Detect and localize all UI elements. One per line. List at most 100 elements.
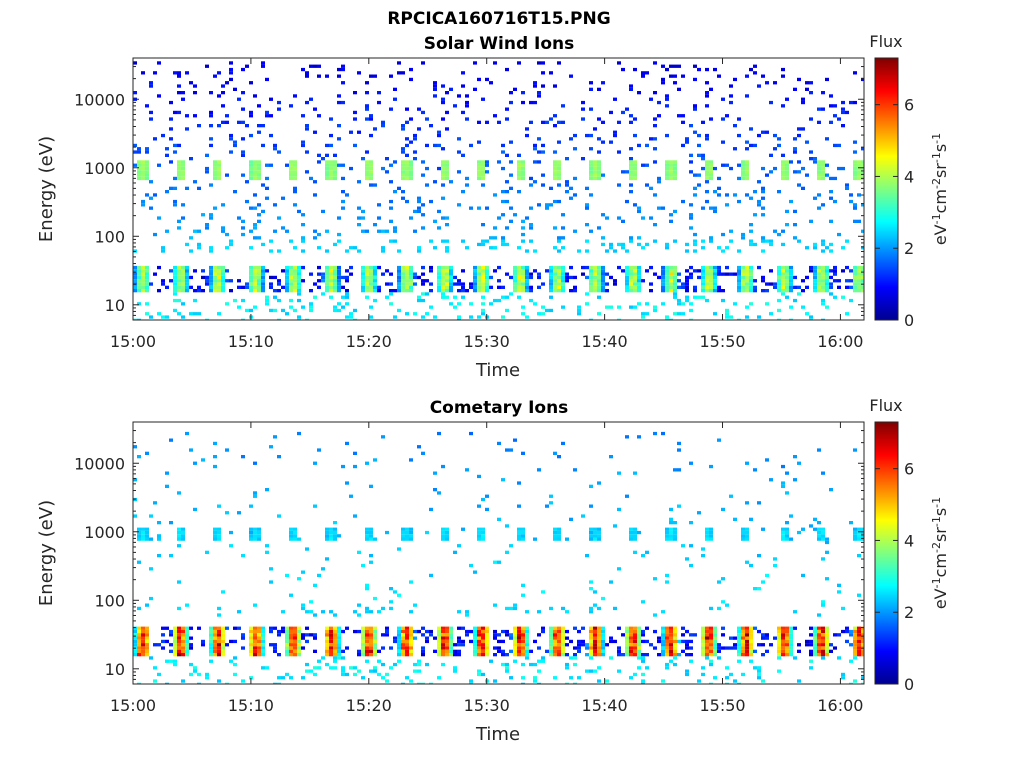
heatmap-cell xyxy=(505,153,509,157)
heatmap-cell xyxy=(153,137,157,141)
heatmap-cell xyxy=(821,643,825,647)
heatmap-cell xyxy=(861,279,864,283)
heatmap-cell xyxy=(209,213,213,217)
heatmap-cell xyxy=(689,308,693,313)
heatmap-cell xyxy=(449,285,453,289)
heatmap-cell xyxy=(669,517,673,521)
heatmap-cell xyxy=(673,285,677,289)
heatmap-cell xyxy=(745,636,749,640)
heatmap-cell xyxy=(657,275,661,280)
heatmap-cell xyxy=(701,295,705,299)
heatmap-cell xyxy=(453,295,457,299)
heatmap-cell xyxy=(461,84,465,88)
heatmap-cell xyxy=(473,649,477,653)
heatmap-cell xyxy=(849,521,853,525)
heatmap-cell xyxy=(633,279,637,283)
heatmap-cell xyxy=(521,451,525,455)
heatmap-cell xyxy=(441,464,445,469)
heatmap-cell xyxy=(781,269,785,273)
heatmap-cell xyxy=(265,176,269,181)
heatmap-cell xyxy=(301,279,305,283)
heatmap-cell xyxy=(173,285,177,289)
heatmap-cell xyxy=(265,550,269,554)
heatmap-cell xyxy=(185,114,189,118)
heatmap-cell xyxy=(325,626,329,630)
heatmap-cell xyxy=(249,246,253,250)
x-tick-label: 15:30 xyxy=(464,696,510,715)
heatmap-cell xyxy=(649,265,653,270)
heatmap-cell xyxy=(629,676,633,680)
heatmap-cell xyxy=(813,269,817,273)
heatmap-cell xyxy=(277,682,281,684)
heatmap-cell xyxy=(573,289,577,293)
heatmap-cell xyxy=(253,653,257,657)
heatmap-cell xyxy=(473,643,477,647)
heatmap-cell xyxy=(477,269,481,273)
heatmap-cell xyxy=(681,649,685,653)
heatmap-cell xyxy=(453,104,457,108)
heatmap-cell xyxy=(349,494,353,498)
heatmap-cell xyxy=(373,649,377,653)
heatmap-cell xyxy=(721,646,725,650)
panel-title: Solar Wind Ions xyxy=(424,34,575,54)
heatmap-cell xyxy=(493,226,497,230)
heatmap-cell xyxy=(185,653,189,657)
heatmap-cell xyxy=(553,114,557,118)
heatmap-cell xyxy=(689,153,693,157)
heatmap-cell xyxy=(629,163,633,167)
heatmap-cell xyxy=(341,666,345,670)
heatmap-cell xyxy=(333,289,337,293)
heatmap-cell xyxy=(809,626,813,630)
heatmap-cell xyxy=(301,636,305,640)
colorbar-unit-label: eV-1cm-2sr-1s-1 xyxy=(930,497,950,609)
heatmap-cell xyxy=(369,183,373,187)
heatmap-cell xyxy=(145,527,149,531)
heatmap-cell xyxy=(825,629,829,634)
heatmap-cell xyxy=(397,272,401,276)
heatmap-cell xyxy=(613,133,617,138)
heatmap-cell xyxy=(301,236,305,240)
heatmap-cell xyxy=(329,633,333,637)
heatmap-cell xyxy=(617,242,621,247)
heatmap-cell xyxy=(585,275,589,280)
heatmap-cell xyxy=(789,639,793,644)
heatmap-cell xyxy=(449,302,453,306)
heatmap-cell xyxy=(365,653,369,657)
heatmap-cell xyxy=(197,229,201,233)
heatmap-cell xyxy=(757,84,761,88)
heatmap-cell xyxy=(581,157,585,161)
heatmap-cell xyxy=(573,285,577,289)
heatmap-cell xyxy=(361,209,365,214)
heatmap-cell xyxy=(653,577,657,581)
heatmap-cell xyxy=(441,163,445,167)
heatmap-cell xyxy=(289,527,293,531)
heatmap-cell xyxy=(593,649,597,653)
heatmap-cell xyxy=(493,603,497,607)
heatmap-cell xyxy=(609,110,613,115)
heatmap-cell xyxy=(705,636,709,640)
heatmap-cell xyxy=(625,494,629,498)
heatmap-cell xyxy=(417,127,421,131)
heatmap-cell xyxy=(257,124,261,128)
heatmap-cell xyxy=(405,643,409,647)
heatmap-cell xyxy=(725,114,729,118)
heatmap-cell xyxy=(769,153,773,157)
heatmap-cell xyxy=(625,629,629,634)
heatmap-cell xyxy=(505,633,509,637)
heatmap-cell xyxy=(685,557,689,561)
heatmap-cell xyxy=(497,560,501,564)
heatmap-cell xyxy=(217,166,221,171)
heatmap-cell xyxy=(737,282,741,286)
heatmap-cell xyxy=(405,199,409,204)
heatmap-cell xyxy=(405,530,409,535)
heatmap-cell xyxy=(481,242,485,247)
heatmap-cell xyxy=(365,659,369,663)
heatmap-cell xyxy=(829,219,833,223)
heatmap-cell xyxy=(229,67,233,72)
heatmap-cell xyxy=(445,110,449,115)
heatmap-cell xyxy=(497,517,501,521)
heatmap-cell xyxy=(145,653,149,657)
heatmap-cell xyxy=(837,285,841,289)
heatmap-cell xyxy=(529,649,533,653)
